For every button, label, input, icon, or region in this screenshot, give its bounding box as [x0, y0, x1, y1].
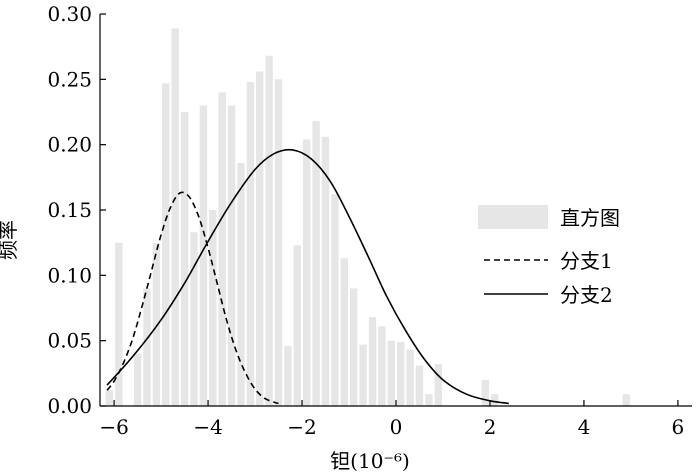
x-tick-label: −4	[193, 415, 222, 439]
y-tick-label: 0.15	[47, 198, 92, 222]
histogram-bar-35	[481, 379, 489, 406]
x-tick-label: 4	[578, 415, 591, 439]
y-tick-label: 0.25	[47, 67, 92, 91]
histogram-bar-8	[190, 232, 198, 406]
histogram-bar-18	[284, 345, 292, 406]
histogram-bar-19	[293, 245, 301, 406]
legend: 直方图 分支1 分支2	[478, 205, 620, 307]
fitted-curves	[106, 148, 509, 405]
x-tick-label: 0	[390, 415, 403, 439]
histogram-bar-23	[331, 194, 339, 406]
histogram-bar-27	[368, 317, 377, 406]
legend-label-histogram: 直方图	[560, 206, 620, 230]
histogram-bar-21	[312, 121, 320, 406]
histogram-bar-6	[171, 28, 179, 407]
histogram-bar-5	[162, 83, 170, 407]
histogram-bar-1	[115, 242, 123, 406]
series-line-branch1	[106, 191, 279, 405]
histogram-bars	[105, 28, 630, 407]
histogram-bar-0	[105, 390, 114, 406]
x-tick-label: −2	[287, 415, 316, 439]
series-line-branch2	[106, 148, 509, 405]
histogram-bar-32	[415, 365, 424, 406]
y-tick-label: 0.05	[47, 329, 92, 353]
y-axis-label: 频率	[0, 220, 20, 260]
y-tick-label: 0.10	[47, 263, 92, 287]
x-tick-label: 2	[484, 415, 497, 439]
histogram-bar-17	[274, 79, 283, 407]
histogram-bar-33	[425, 394, 433, 406]
histogram-bar-31	[406, 349, 414, 406]
histogram-bar-2	[133, 353, 142, 406]
x-axis-label: 钽(10⁻⁶)	[330, 449, 410, 473]
histogram-bar-10	[209, 210, 217, 406]
histogram-bar-9	[199, 105, 208, 406]
histogram-bar-4	[152, 242, 161, 406]
y-tick-label: 0.20	[47, 133, 92, 157]
histogram-bar-13	[237, 163, 245, 406]
y-ticks: 0.00 0.05 0.10 0.15 0.20 0.25 0.30	[47, 2, 106, 418]
histogram-bar-3	[143, 288, 151, 406]
y-tick-label: 0.00	[47, 394, 92, 418]
histogram-bar-24	[340, 258, 348, 406]
histogram-bar-7	[180, 112, 189, 406]
histogram-bar-22	[321, 136, 330, 407]
histogram-bar-26	[359, 344, 367, 406]
legend-swatch-histogram	[478, 205, 548, 229]
histogram-bar-29	[387, 340, 395, 406]
histogram-bar-20	[303, 139, 311, 406]
x-tick-label: 6	[672, 415, 685, 439]
legend-label-branch1: 分支1	[560, 249, 613, 273]
histogram-bar-16	[265, 55, 273, 407]
x-ticks: −6 −4 −2 0 2 4 6	[99, 400, 684, 439]
histogram-bar-30	[397, 342, 405, 406]
histogram-bar-37	[622, 394, 630, 406]
histogram-bar-28	[378, 326, 386, 406]
histogram-bar-14	[246, 81, 255, 407]
histogram-bar-15	[256, 71, 264, 406]
histogram-bar-12	[227, 105, 236, 406]
y-tick-label: 0.30	[47, 2, 92, 26]
histogram-bar-34	[434, 364, 442, 406]
legend-label-branch2: 分支2	[560, 283, 613, 307]
histogram-bar-11	[218, 92, 226, 407]
histogram-bar-36	[491, 394, 499, 406]
histogram-bar-25	[350, 288, 358, 406]
x-tick-label: −6	[99, 415, 128, 439]
